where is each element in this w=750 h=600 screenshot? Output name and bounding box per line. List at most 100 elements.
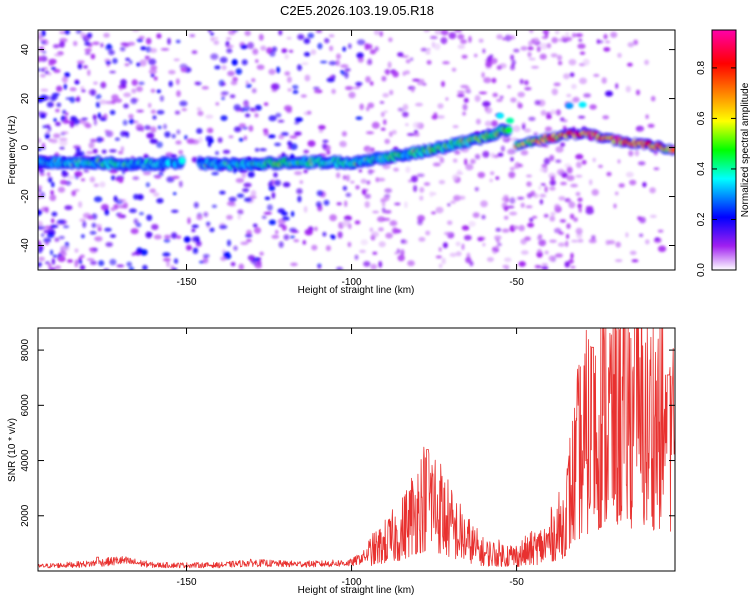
spectrogram-frame <box>37 29 676 271</box>
heatmap-cell <box>38 56 43 63</box>
heatmap-cell <box>142 171 152 176</box>
heatmap-cell <box>53 133 61 139</box>
heatmap-cell <box>322 139 329 143</box>
heatmap-cell <box>416 173 425 178</box>
y-tick-label: 2000 <box>20 504 31 527</box>
heatmap-cell <box>38 137 42 144</box>
heatmap-cell <box>104 227 112 232</box>
heatmap-cell <box>297 64 302 71</box>
heatmap-cell <box>380 111 385 118</box>
heatmap-cell <box>105 61 112 65</box>
heatmap-cell <box>174 110 181 115</box>
heatmap-cell <box>219 190 226 195</box>
heatmap-cell <box>555 30 560 35</box>
heatmap-cell <box>237 214 241 220</box>
heatmap-cell <box>297 195 302 203</box>
heatmap-cell <box>478 91 488 95</box>
heatmap-cell <box>171 267 178 270</box>
heatmap-cell <box>388 131 393 137</box>
heatmap-cell <box>563 73 570 80</box>
heatmap-cell <box>549 179 556 186</box>
heatmap-cell <box>313 86 320 90</box>
heatmap-cell <box>549 154 555 162</box>
heatmap-cell <box>211 172 219 176</box>
heatmap-cell <box>315 30 323 33</box>
heatmap-cell <box>474 153 481 160</box>
heatmap-cell <box>591 189 599 196</box>
heatmap-cell <box>508 35 516 40</box>
heatmap-cell <box>434 30 443 35</box>
heatmap-cell <box>533 37 540 42</box>
heatmap-cell <box>48 263 52 268</box>
heatmap-cell <box>491 120 498 127</box>
heatmap-cell <box>89 230 97 235</box>
heatmap-cell <box>454 150 461 155</box>
heatmap-cell <box>271 46 278 52</box>
heatmap-cell <box>203 211 209 218</box>
heatmap-cell <box>496 65 502 70</box>
heatmap-cell <box>569 72 575 78</box>
heatmap-cell <box>363 261 371 267</box>
heatmap-cell <box>482 48 486 54</box>
heatmap-cell <box>61 76 68 83</box>
heatmap-cell <box>176 90 181 97</box>
heatmap-cell <box>246 238 252 243</box>
heatmap-cell <box>502 197 506 202</box>
heatmap-cell <box>93 196 103 203</box>
heatmap-cell <box>575 174 583 178</box>
heatmap-cell <box>364 201 370 208</box>
heatmap-cell <box>180 67 187 73</box>
heatmap-cell <box>242 126 249 130</box>
heatmap-cell <box>412 78 420 82</box>
heatmap-cell <box>555 109 562 116</box>
heatmap-cell <box>39 94 48 102</box>
heatmap-cell <box>524 87 532 91</box>
spectrogram-heatmap <box>38 30 675 270</box>
heatmap-cell <box>364 193 371 199</box>
heatmap-cell <box>502 37 506 41</box>
heatmap-cell <box>53 53 63 57</box>
heatmap-cell <box>293 239 300 243</box>
heatmap-cell <box>284 71 291 76</box>
heatmap-cell <box>426 60 432 65</box>
heatmap-cell <box>50 138 58 144</box>
heatmap-cell <box>549 186 556 191</box>
heatmap-cell <box>93 119 98 126</box>
heatmap-cell <box>163 123 167 130</box>
heatmap-cell <box>201 86 209 90</box>
heatmap-cell <box>114 137 120 141</box>
heatmap-cell <box>457 44 466 50</box>
heatmap-cell <box>181 108 187 112</box>
heatmap-cell <box>564 261 570 268</box>
heatmap-cell <box>378 261 383 268</box>
heatmap-cell <box>561 172 568 178</box>
heatmap-cell <box>111 99 116 105</box>
heatmap-cell <box>81 89 86 93</box>
heatmap-cell <box>541 263 549 266</box>
heatmap-cell <box>637 161 646 166</box>
heatmap-cell <box>318 125 326 130</box>
heatmap-cell <box>281 216 290 221</box>
heatmap-cell <box>378 241 386 248</box>
heatmap-cell <box>40 73 46 78</box>
heatmap-cell <box>420 78 425 86</box>
heatmap-cell <box>226 48 233 54</box>
heatmap-cell <box>513 48 520 53</box>
heatmap-cell <box>546 114 552 120</box>
heatmap-cell <box>104 208 110 216</box>
heatmap-cell <box>38 256 45 262</box>
heatmap-cell <box>324 38 330 44</box>
heatmap-cell <box>410 86 415 93</box>
heatmap-cell <box>543 213 549 218</box>
heatmap-cell <box>517 91 525 98</box>
heatmap-cell <box>566 166 573 174</box>
heatmap-cell <box>497 243 502 247</box>
heatmap-cell <box>175 78 180 85</box>
heatmap-cell <box>625 171 634 178</box>
heatmap-cell <box>613 203 617 209</box>
heatmap-cell <box>527 222 535 228</box>
heatmap-cell <box>402 103 409 111</box>
heatmap-cell <box>219 224 228 230</box>
heatmap-cell <box>53 118 57 122</box>
